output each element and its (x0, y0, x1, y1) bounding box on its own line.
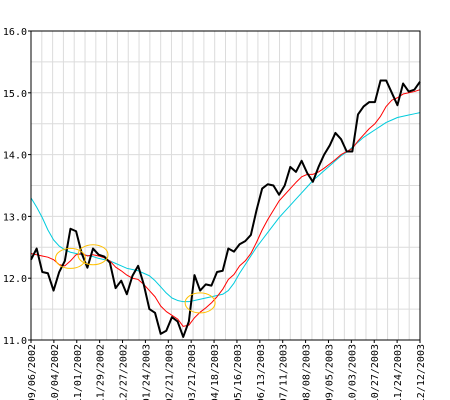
y-tick-label: 11.0 (3, 336, 27, 347)
annotations (54, 244, 216, 314)
x-tick-label: 02/21/2003 (164, 344, 175, 400)
x-tick-label: 10/04/2002 (50, 344, 61, 400)
plot-frame (30, 30, 421, 341)
x-tick-label: 06/13/2003 (256, 344, 267, 400)
annotation-ellipse (54, 247, 86, 269)
x-tick-label: 07/11/2003 (279, 344, 290, 400)
x-tick-label: 03/21/2003 (187, 344, 198, 400)
x-tick-label: 12/12/2003 (416, 344, 427, 400)
x-tick-label: 10/27/2003 (370, 344, 381, 400)
x-tick-label: 11/24/2003 (393, 344, 404, 400)
x-tick-label: 01/24/2003 (141, 344, 152, 400)
x-axis: 09/06/2002 10/04/2002 11/01/2002 11/29/2002… (27, 340, 427, 400)
y-tick-label: 13.0 (3, 212, 27, 223)
grid (31, 30, 420, 341)
y-tick-label: 15.0 (3, 89, 27, 100)
x-tick-label: 12/27/2002 (119, 344, 130, 400)
y-axis: 16.0 15.0 14.0 13.0 12.0 11.0 (3, 27, 31, 347)
x-tick-label: 09/05/2003 (324, 344, 335, 400)
annotation-ellipse (184, 292, 216, 314)
x-tick-label: 11/01/2002 (73, 344, 84, 400)
x-tick-label: 04/18/2003 (210, 344, 221, 400)
x-tick-label: 09/06/2002 (27, 344, 38, 400)
y-tick-label: 16.0 (3, 27, 27, 38)
series-layer (30, 79, 421, 338)
series-line-price (30, 79, 421, 338)
x-tick-label: 11/29/2002 (96, 344, 107, 400)
x-tick-label: 10/03/2003 (347, 344, 358, 400)
y-tick-label: 14.0 (3, 151, 27, 162)
series-line-short-ma (30, 89, 421, 327)
annotation-ellipse (77, 244, 109, 266)
x-tick-label: 08/08/2003 (302, 344, 313, 400)
x-tick-label: 05/16/2003 (233, 344, 244, 400)
y-tick-label: 12.0 (3, 274, 27, 285)
